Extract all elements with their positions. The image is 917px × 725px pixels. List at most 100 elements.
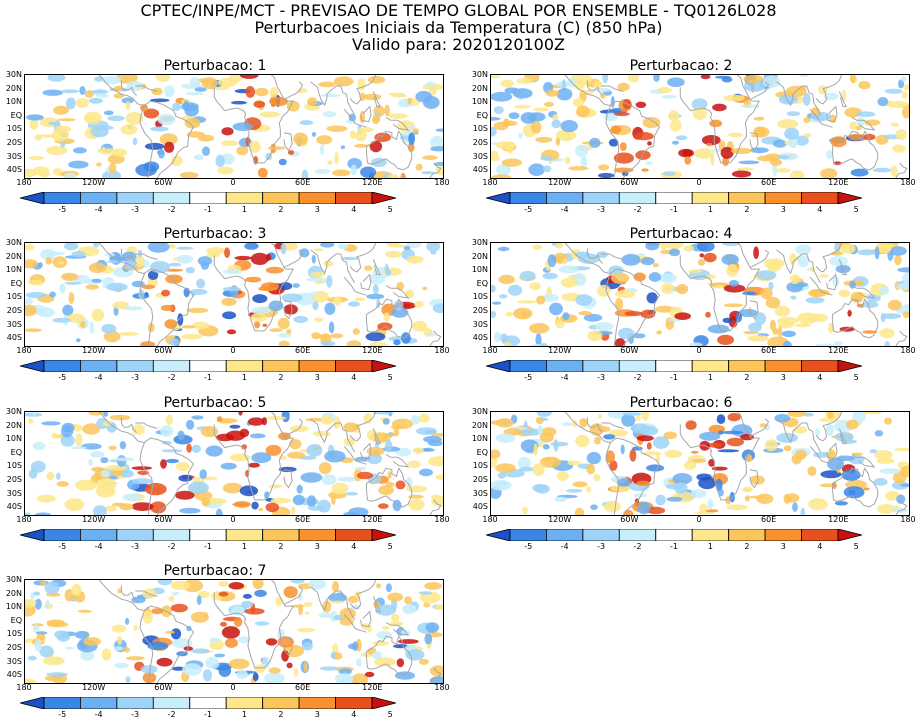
latitude-label: 40S	[6, 333, 22, 343]
colorbar-label: -4	[560, 542, 569, 551]
coastline	[586, 417, 603, 433]
anomaly-blob	[414, 300, 424, 308]
anomaly-blob	[123, 646, 130, 653]
anomaly-blob	[684, 156, 692, 165]
anomaly-blob	[595, 322, 614, 331]
anomaly-blob	[874, 246, 880, 260]
anomaly-blob	[218, 664, 232, 677]
coastlines	[98, 243, 442, 346]
anomaly-blob	[352, 641, 359, 651]
anomaly-blob	[91, 466, 105, 472]
anomaly-blob	[239, 485, 259, 497]
anomaly-blob	[337, 476, 357, 482]
colorbar-segment	[582, 360, 620, 372]
anomaly-blob	[387, 592, 403, 602]
anomaly-blob	[91, 308, 105, 322]
anomaly-blob	[364, 671, 375, 678]
anomaly-blob	[181, 325, 196, 329]
anomaly-blob	[593, 473, 601, 482]
anomaly-blob	[405, 649, 425, 661]
colorbar-label: -4	[94, 542, 103, 551]
anomaly-blob	[113, 646, 124, 651]
anomaly-blob	[549, 302, 563, 316]
anomaly-blob	[705, 509, 719, 513]
anomaly-blob	[642, 117, 661, 129]
anomaly-blob	[863, 119, 881, 126]
anomaly-blob	[385, 583, 392, 593]
colorbar-segment	[801, 192, 839, 204]
anomaly-blob	[228, 582, 245, 590]
anomaly-blob	[169, 338, 180, 346]
anomaly-blob	[422, 286, 428, 291]
anomaly-blob	[621, 253, 641, 266]
latitude-label: 10S	[472, 124, 488, 134]
anomaly-blob	[278, 282, 293, 291]
anomaly-blob	[516, 300, 538, 304]
colorbar-label: 1	[707, 205, 713, 214]
colorbar-label: -5	[524, 205, 533, 214]
anomaly-blob	[350, 130, 356, 139]
anomaly-blob	[314, 280, 326, 285]
anomaly-blob	[278, 332, 292, 338]
colorbar-segment	[43, 697, 81, 709]
anomaly-blob	[901, 106, 909, 119]
anomaly-blob	[550, 441, 569, 447]
anomaly-blob	[245, 276, 262, 283]
coastline	[679, 243, 761, 332]
colorbar-label: 2	[744, 205, 750, 214]
anomaly-blob	[79, 86, 86, 95]
anomaly-blob	[663, 431, 678, 440]
anomaly-blob	[365, 332, 386, 342]
anomaly-blob	[491, 310, 497, 318]
anomaly-blob	[610, 125, 622, 134]
coastline	[838, 259, 848, 276]
colorbar-segment	[152, 529, 191, 541]
longitude-label: 180	[482, 178, 498, 187]
coastline	[365, 467, 413, 508]
anomaly-blob	[699, 503, 708, 514]
anomaly-blob	[892, 472, 907, 484]
colorbar-label: -3	[131, 542, 140, 551]
anomaly-blob	[42, 656, 65, 666]
anomaly-blob	[744, 495, 750, 502]
anomaly-blob	[394, 671, 416, 680]
anomaly-blob	[555, 243, 563, 249]
anomaly-blob	[360, 166, 377, 178]
anomaly-blob	[254, 589, 267, 597]
colorbar-segment	[691, 529, 729, 541]
anomaly-blob	[42, 89, 64, 96]
anomaly-blob	[709, 119, 723, 128]
anomaly-blob	[251, 452, 272, 464]
anomaly-blob	[54, 630, 70, 639]
anomaly-blob	[318, 81, 336, 88]
anomaly-blob	[46, 621, 69, 628]
anomaly-blob	[233, 617, 243, 627]
colorbar-segment	[509, 529, 547, 541]
latitude-label: 30N	[5, 238, 22, 247]
anomaly-blob	[653, 75, 660, 82]
anomaly-blob	[636, 435, 654, 442]
anomaly-blob	[170, 155, 183, 167]
latitude-label: 20N	[471, 251, 488, 261]
anomaly-blob	[764, 439, 778, 452]
anomaly-blob	[264, 491, 270, 499]
anomaly-blob	[820, 470, 842, 479]
coastline	[610, 268, 661, 346]
longitude-label: 0	[230, 515, 236, 524]
anomaly-blob	[676, 284, 689, 295]
coastline	[429, 499, 442, 515]
anomaly-blob	[150, 501, 167, 514]
anomaly-blob	[598, 164, 610, 171]
colorbar-label: 3	[314, 373, 320, 382]
anomaly-blob	[171, 638, 193, 649]
latitude-label: 20S	[6, 306, 22, 315]
anomaly-blob	[88, 262, 107, 273]
anomaly-blob	[369, 273, 386, 285]
colorbar-segment	[80, 697, 118, 709]
anomaly-blob	[572, 481, 588, 488]
anomaly-blob	[645, 161, 653, 165]
coastline	[838, 428, 848, 445]
anomaly-blob	[536, 295, 546, 305]
longitude-label: 0	[696, 178, 702, 187]
anomaly-blob	[125, 617, 130, 625]
